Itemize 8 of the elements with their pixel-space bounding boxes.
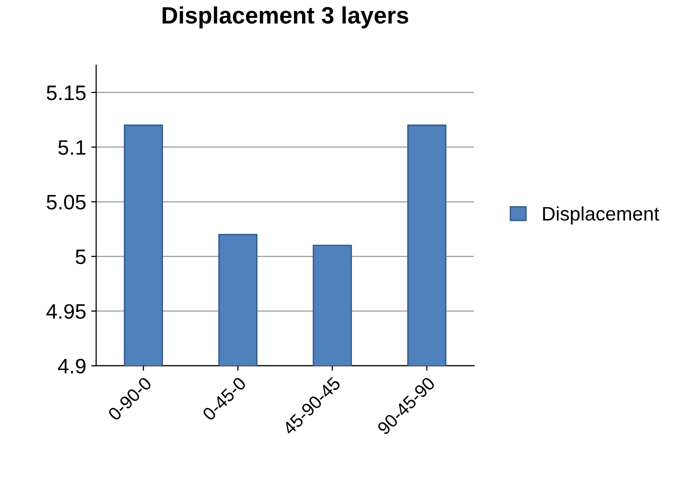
- legend-label: Displacement: [543, 206, 660, 224]
- y-tick-label: 5.1: [58, 140, 86, 155]
- chart-title: Displacement 3 layers: [162, 6, 408, 28]
- y-tick-label: 5.05: [46, 194, 86, 210]
- y-tick-label: 4.95: [46, 304, 86, 319]
- y-tick-label: 5: [76, 250, 86, 264]
- y-tick-label: 4.9: [58, 358, 86, 374]
- y-tick-label: 5.15: [46, 86, 86, 100]
